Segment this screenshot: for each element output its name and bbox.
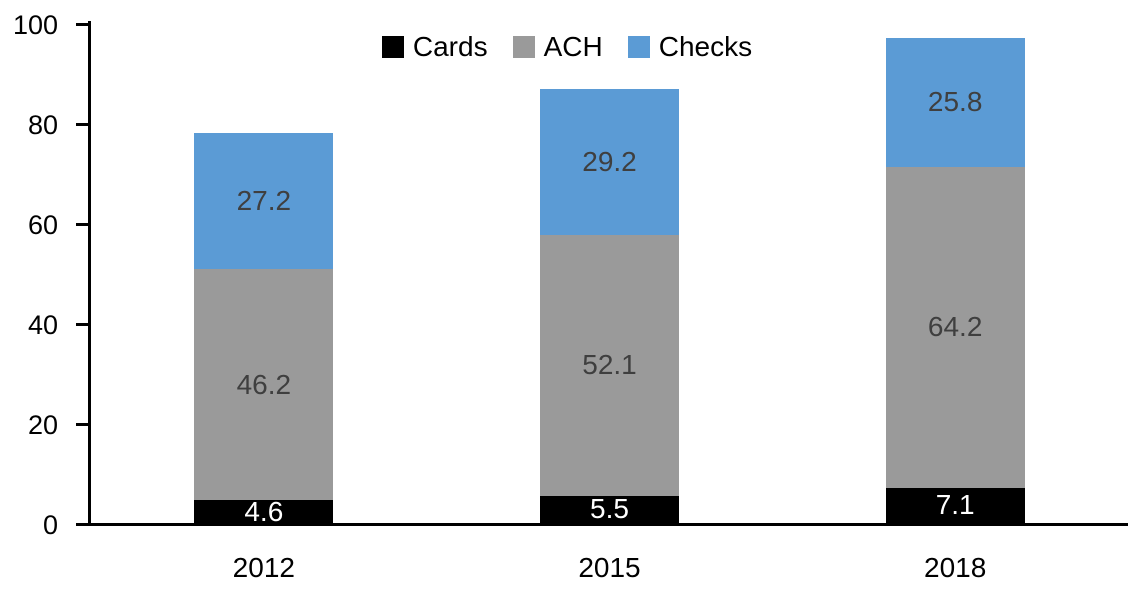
y-axis-tick-label: 60 <box>27 209 58 240</box>
legend-label-cards: Cards <box>412 31 488 62</box>
y-axis-tick-label: 100 <box>12 9 58 40</box>
legend-item-checks: Checks <box>627 31 753 63</box>
bar-segment-value-label: 5.5 <box>590 493 629 525</box>
y-axis-tick <box>76 323 91 326</box>
x-axis-label-2012: 2012 <box>232 552 295 583</box>
bar-segment-checks-2012: 27.2 <box>194 133 334 269</box>
legend-swatch-checks <box>627 36 650 58</box>
bar-segment-checks-2018: 25.8 <box>885 37 1025 167</box>
y-axis-tick <box>76 423 91 426</box>
bar-segment-value-label: 29.2 <box>582 146 637 177</box>
y-axis-tick-label: 40 <box>27 309 58 340</box>
bar-segment-value-label: 46.2 <box>236 368 292 400</box>
bar-segment-value-label: 27.2 <box>236 185 292 216</box>
bar-segment-value-label: 25.8 <box>927 86 983 117</box>
x-axis-line <box>88 523 1128 526</box>
chart-legend: Cards ACH Checks <box>0 30 1134 64</box>
bar-segment-ach-2018: 64.2 <box>885 166 1025 488</box>
bar-segment-cards-2018: 7.1 <box>885 487 1025 523</box>
y-axis-tick <box>76 23 91 26</box>
bar-segment-value-label: 64.2 <box>927 311 983 342</box>
bar-segment-value-label: 52.1 <box>582 349 637 381</box>
bar-segment-ach-2012: 46.2 <box>194 269 334 500</box>
y-axis-line <box>88 21 91 526</box>
legend-swatch-ach <box>512 36 535 58</box>
x-axis-label-2018: 2018 <box>924 552 987 583</box>
y-axis-tick <box>76 123 91 126</box>
legend-label-checks: Checks <box>658 31 753 62</box>
bar-segment-ach-2015: 52.1 <box>540 235 679 496</box>
legend-item-cards: Cards <box>381 31 488 63</box>
bar-segment-checks-2015: 29.2 <box>540 89 679 235</box>
bar-segment-cards-2012: 4.6 <box>194 496 334 527</box>
y-axis-tick-label: 0 <box>42 509 58 540</box>
y-axis-tick-label: 80 <box>27 109 58 140</box>
bar-segment-value-label: 4.6 <box>244 495 284 527</box>
legend-item-ach: ACH <box>512 31 603 63</box>
y-axis-tick-label: 20 <box>27 409 58 440</box>
legend-label-ach: ACH <box>543 31 603 62</box>
bar-segment-value-label: 7.1 <box>935 489 975 521</box>
bar-segment-cards-2015: 5.5 <box>540 493 679 525</box>
y-axis-tick <box>76 223 91 226</box>
legend-swatch-cards <box>381 36 404 58</box>
y-axis-tick <box>76 523 91 526</box>
x-axis-label-2015: 2015 <box>578 552 641 583</box>
